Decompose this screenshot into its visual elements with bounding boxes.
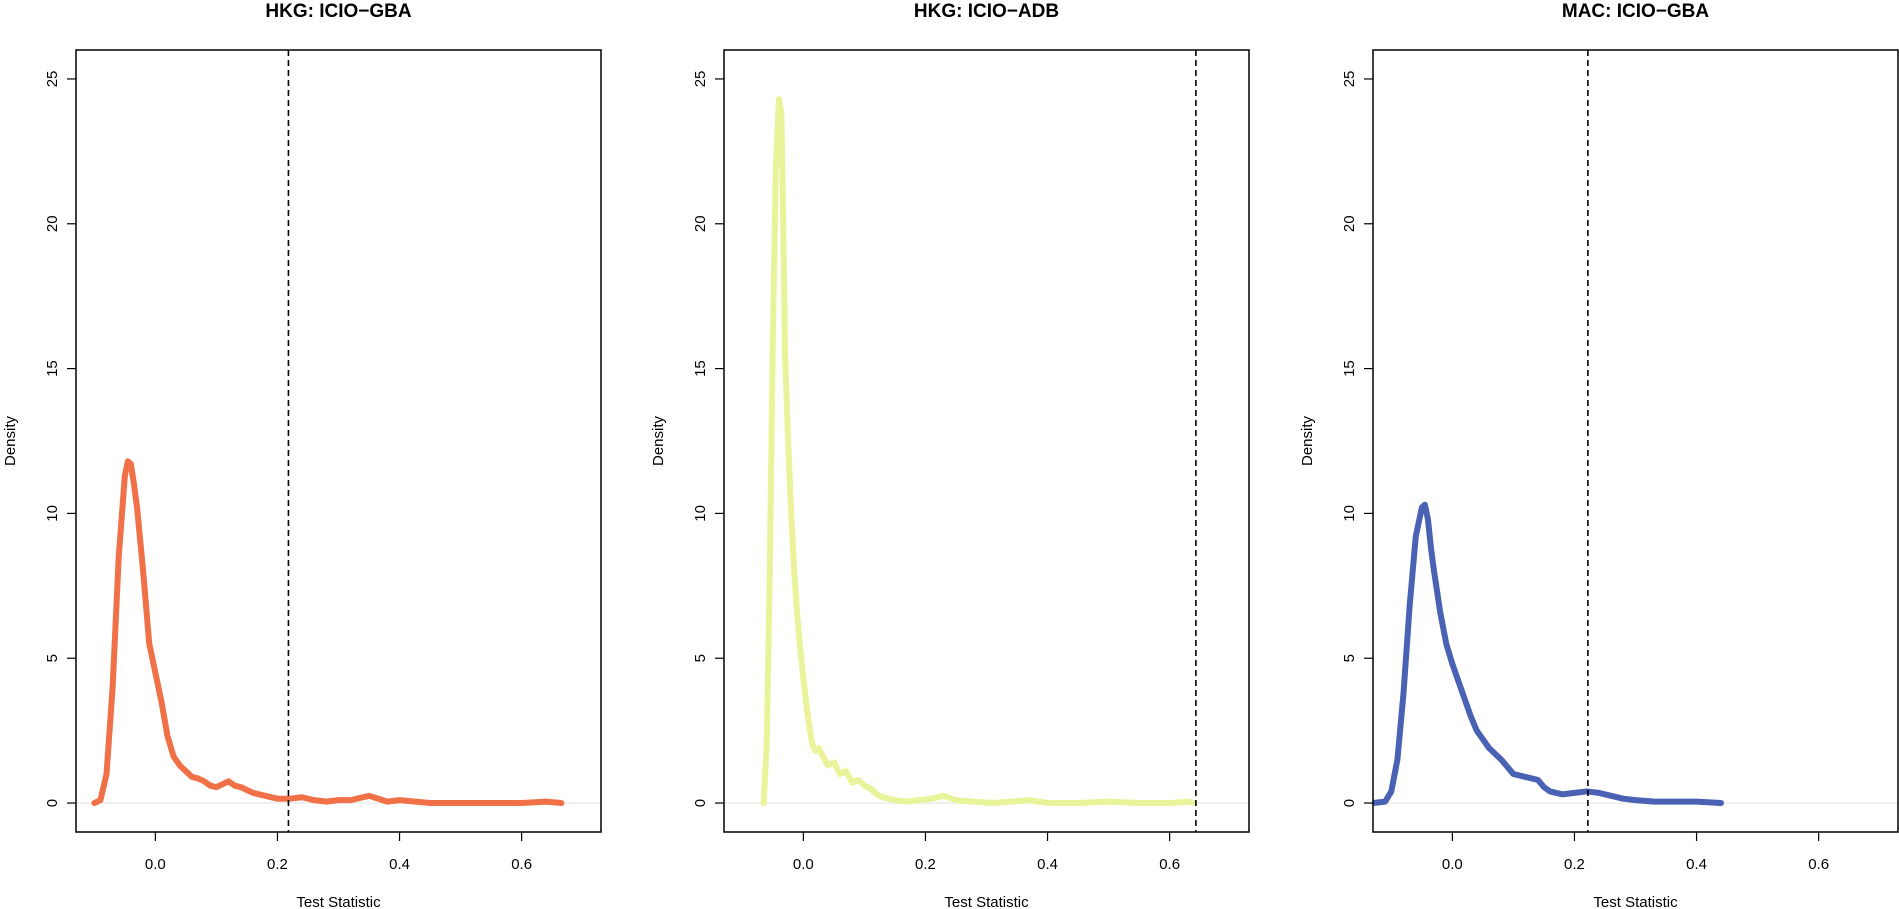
x-tick-label: 0.0	[145, 856, 166, 873]
plot-frame	[75, 49, 602, 833]
y-tick-label: 10	[44, 505, 61, 522]
y-tick-label: 25	[44, 71, 61, 88]
x-tick-label: 0.0	[793, 856, 814, 873]
plot-frame	[1372, 49, 1899, 833]
density-curve	[1373, 501, 1724, 807]
y-tick-label: 20	[692, 215, 709, 232]
y-tick-label: 10	[692, 505, 709, 522]
y-tick-label: 25	[692, 71, 709, 88]
x-tick-label: 0.4	[389, 856, 410, 873]
x-axis-label: Test Statistic	[296, 894, 381, 909]
y-tick-label: 15	[692, 360, 709, 377]
y-tick-label: 0	[1341, 799, 1358, 807]
y-tick-label: 15	[44, 360, 61, 377]
x-tick-label: 0.2	[267, 856, 288, 873]
x-axis-label: Test Statistic	[1593, 894, 1678, 909]
y-tick-label: 5	[1341, 654, 1358, 662]
x-tick-label: 0.0	[1442, 856, 1463, 873]
y-axis-label: Density	[2, 415, 19, 466]
density-curve	[760, 96, 1198, 807]
chart-title: HKG: ICIO−ADB	[914, 1, 1059, 22]
panel-mac-icio-gba: MAC: ICIO−GBA Test Statistic Density 0.0…	[1299, 1, 1899, 909]
chart-title: HKG: ICIO−GBA	[265, 1, 411, 22]
x-tick-label: 0.4	[1686, 856, 1707, 873]
chart-title: MAC: ICIO−GBA	[1562, 1, 1710, 22]
y-tick-label: 10	[1341, 505, 1358, 522]
y-axis-label: Density	[1299, 415, 1316, 466]
x-axis-label: Test Statistic	[944, 894, 1029, 909]
y-tick-label: 0	[44, 799, 61, 807]
panel-hkg-icio-gba: HKG: ICIO−GBA Test Statistic Density 0.0…	[2, 1, 602, 909]
x-tick-label: 0.2	[1564, 856, 1585, 873]
x-tick-label: 0.6	[1808, 856, 1829, 873]
x-tick-label: 0.6	[511, 856, 532, 873]
y-tick-label: 5	[692, 654, 709, 662]
plot-frame	[723, 49, 1250, 833]
y-tick-label: 25	[1341, 71, 1358, 88]
x-tick-label: 0.2	[915, 856, 936, 873]
y-tick-label: 5	[44, 654, 61, 662]
y-axis-label: Density	[650, 415, 667, 466]
y-tick-label: 15	[1341, 360, 1358, 377]
y-tick-label: 20	[44, 215, 61, 232]
x-tick-label: 0.4	[1037, 856, 1058, 873]
y-tick-label: 0	[692, 799, 709, 807]
x-tick-label: 0.6	[1159, 856, 1180, 873]
panel-hkg-icio-adb: HKG: ICIO−ADB Test Statistic Density 0.0…	[650, 1, 1250, 909]
density-curve	[91, 458, 565, 807]
y-tick-label: 20	[1341, 215, 1358, 232]
